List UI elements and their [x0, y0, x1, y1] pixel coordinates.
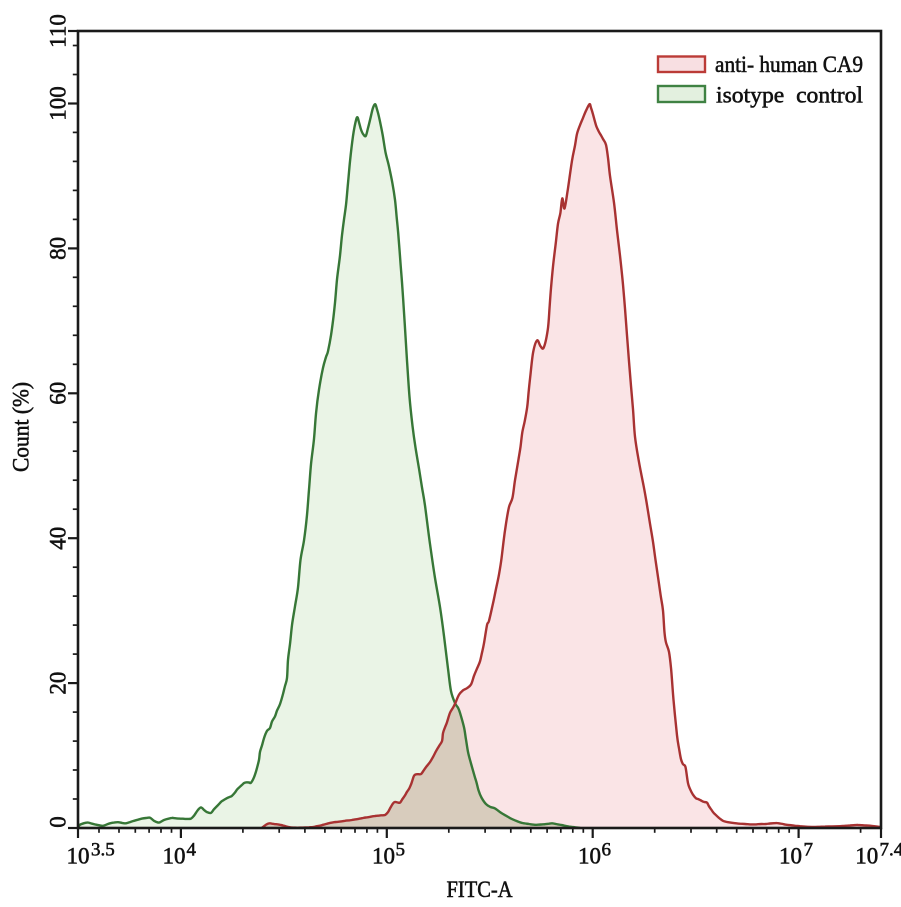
- svg-text:anti- human CA9: anti- human CA9: [715, 52, 863, 77]
- svg-text:40: 40: [46, 527, 71, 550]
- svg-text:10: 10: [67, 844, 90, 869]
- svg-text:3.5: 3.5: [91, 840, 115, 861]
- svg-text:FITC-A: FITC-A: [447, 877, 513, 902]
- svg-text:7: 7: [804, 840, 814, 861]
- svg-text:60: 60: [46, 382, 71, 405]
- svg-text:10: 10: [855, 844, 878, 869]
- svg-text:10: 10: [578, 844, 601, 869]
- svg-text:7.4: 7.4: [880, 840, 901, 861]
- svg-text:isotype control: isotype control: [716, 83, 863, 108]
- svg-text:10: 10: [372, 844, 395, 869]
- svg-text:10: 10: [779, 844, 802, 869]
- svg-text:10: 10: [163, 844, 186, 869]
- svg-text:5: 5: [396, 840, 406, 861]
- svg-text:80: 80: [46, 237, 71, 260]
- svg-text:20: 20: [46, 672, 71, 695]
- svg-text:0: 0: [46, 816, 71, 828]
- svg-text:4: 4: [187, 840, 197, 861]
- svg-text:6: 6: [602, 840, 612, 861]
- svg-text:110: 110: [46, 14, 71, 48]
- svg-text:100: 100: [46, 86, 71, 121]
- svg-text:Count (%): Count (%): [9, 382, 34, 472]
